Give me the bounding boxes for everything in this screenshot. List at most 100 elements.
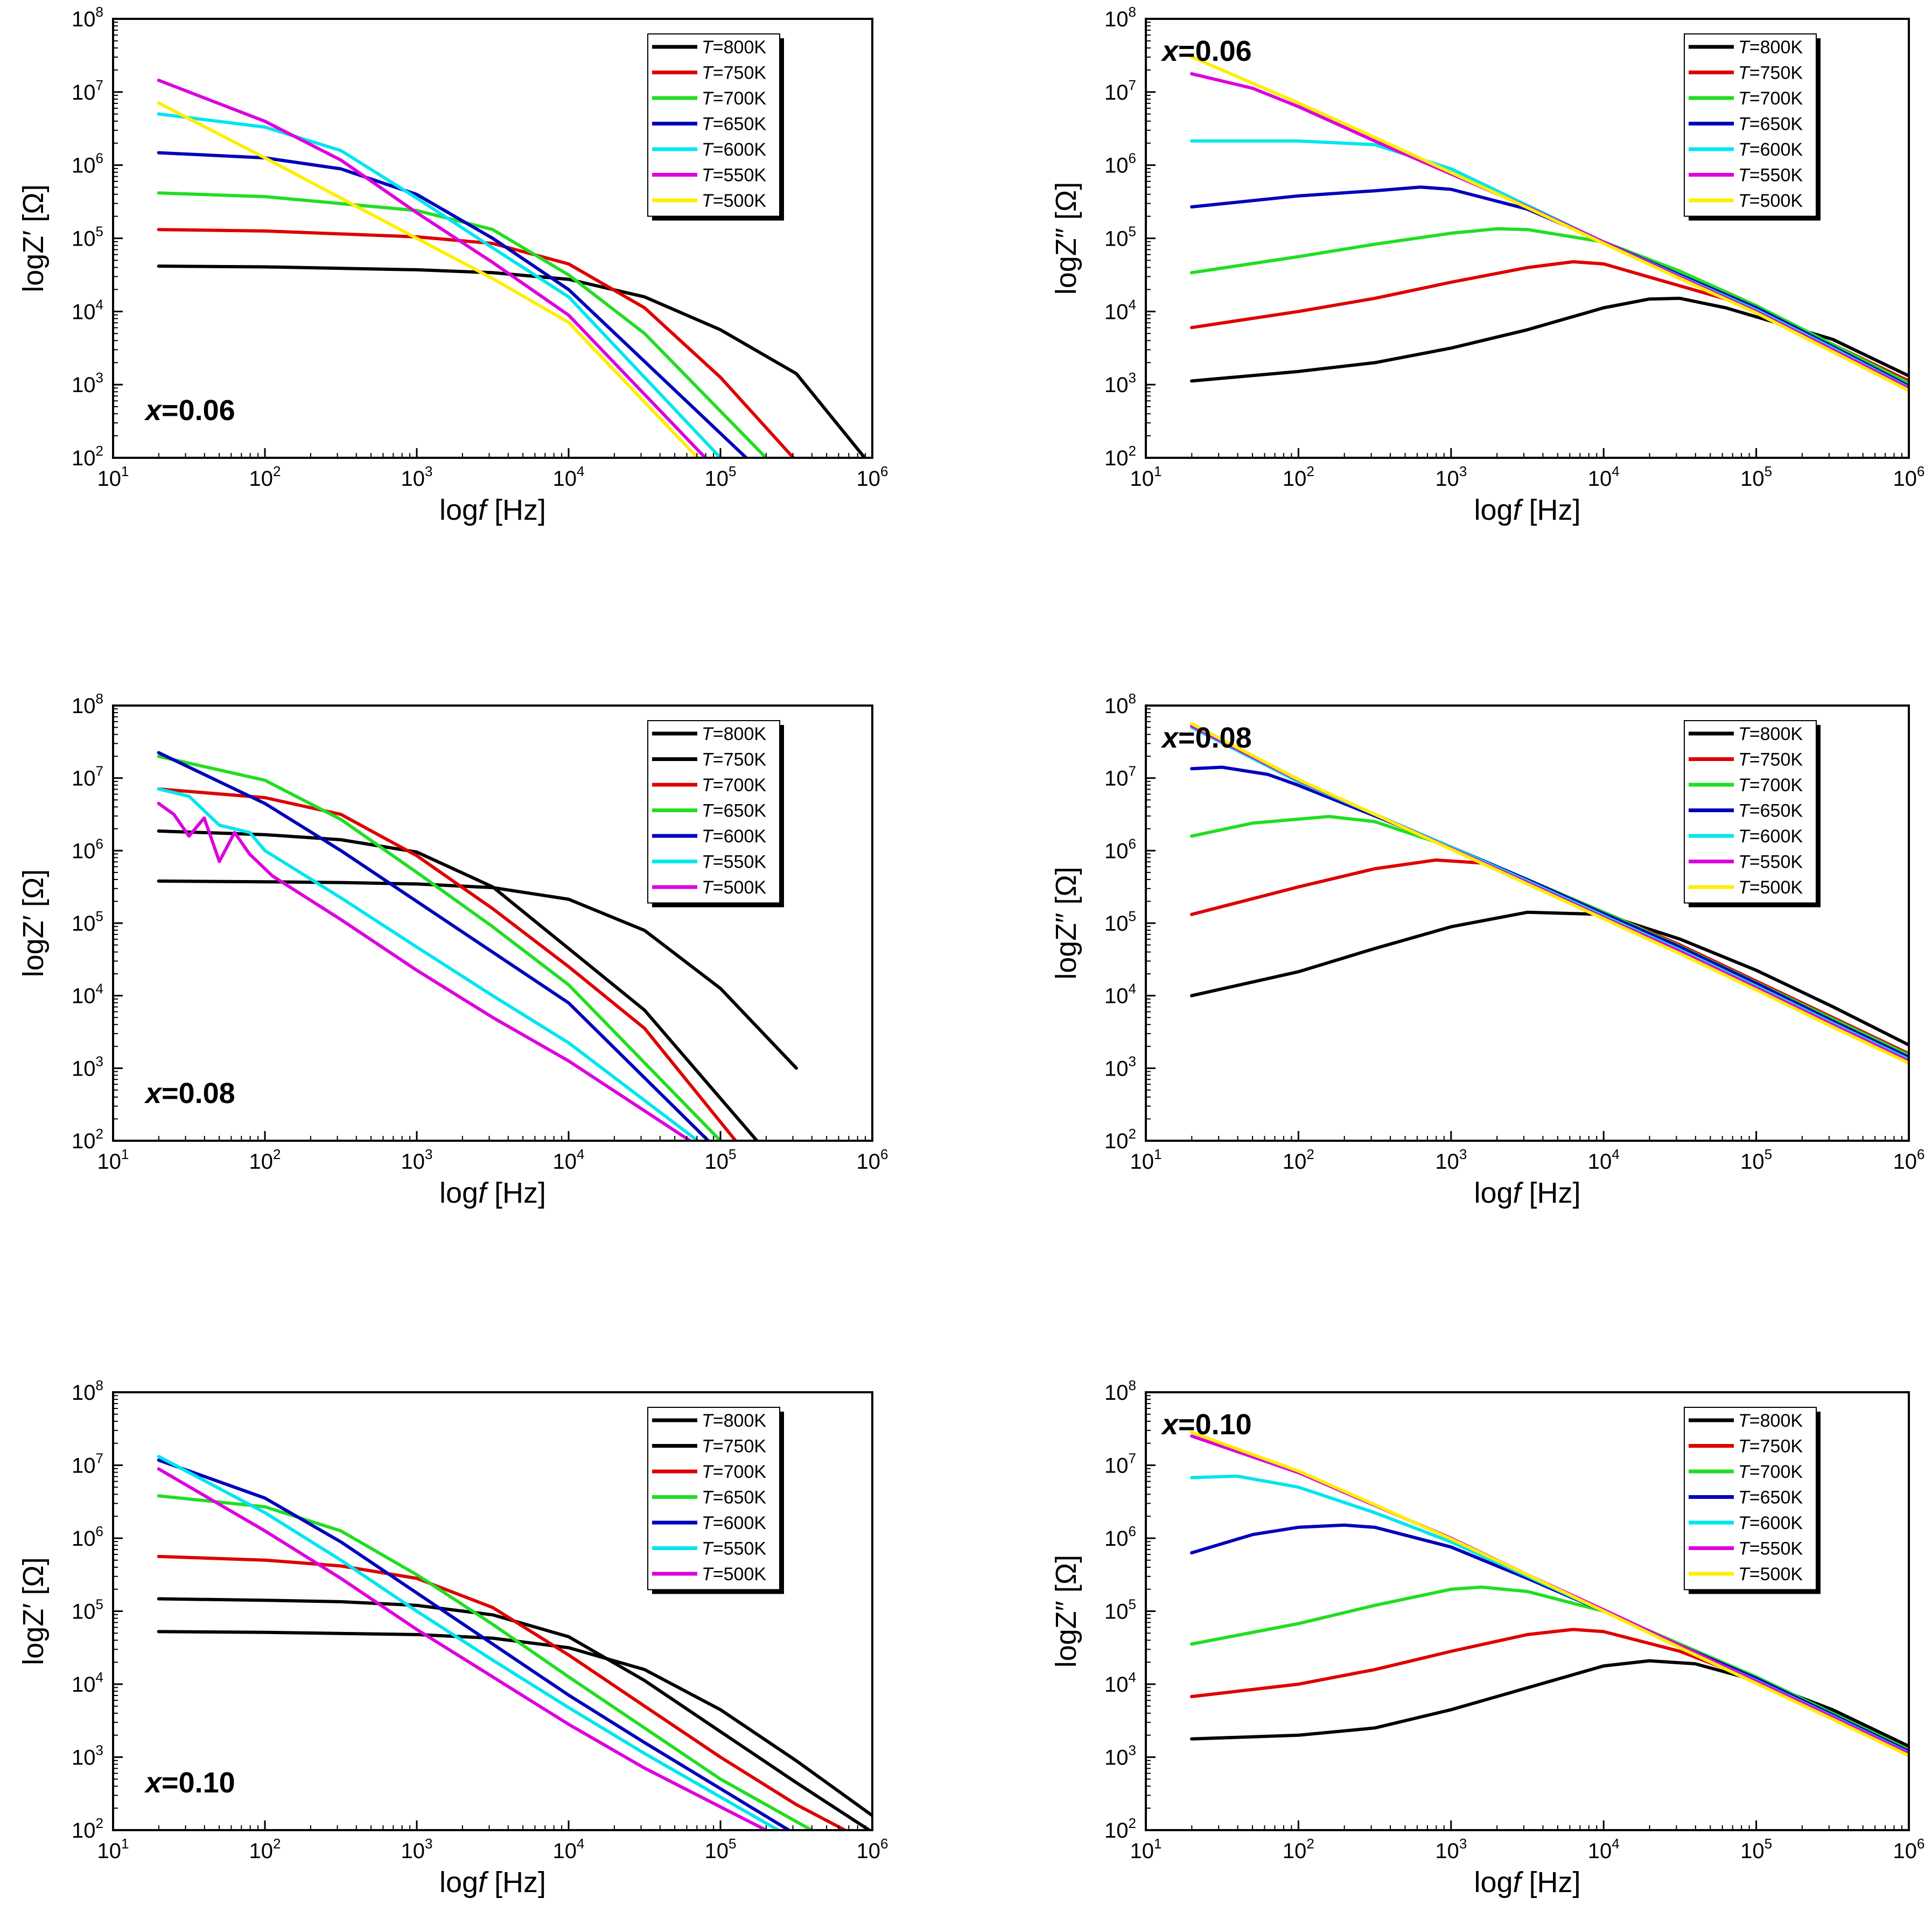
x-tick-label: 105 bbox=[1740, 463, 1772, 491]
x-tick-label: 106 bbox=[1893, 463, 1925, 491]
legend-entry: T=800K bbox=[1738, 724, 1803, 744]
y-tick-label: 104 bbox=[72, 1669, 103, 1697]
legend: T=800K T=750K T=700K T=650K T=600K T=550K T=50… bbox=[1684, 720, 1821, 908]
chart-panel-zimag-006: 101 102 103 104 105 106102103104105106107108l… bbox=[1050, 4, 1924, 526]
x-tick-label: 104 bbox=[553, 1146, 585, 1174]
x-tick-label: 101 bbox=[97, 1836, 129, 1863]
panel-label: x=0.10 bbox=[1160, 1408, 1252, 1441]
series-line-500K bbox=[157, 101, 699, 458]
legend-entry: T=750K bbox=[1738, 63, 1803, 83]
x-tick-label: 106 bbox=[857, 1146, 888, 1174]
y-tick-label: 105 bbox=[72, 908, 103, 936]
y-tick-label: 107 bbox=[72, 763, 103, 791]
x-tick-label: 103 bbox=[1435, 1146, 1467, 1174]
legend-entry: T=750K bbox=[702, 750, 766, 770]
legend-entry: T=650K bbox=[702, 114, 766, 135]
x-tick-label: 101 bbox=[97, 463, 129, 491]
y-tick-label: 108 bbox=[1104, 690, 1136, 718]
legend-entry: T=600K bbox=[1738, 139, 1803, 160]
y-axis-label: logZ′ [Ω] bbox=[17, 184, 50, 292]
x-tick-label: 102 bbox=[249, 1836, 281, 1863]
series-line-750K bbox=[157, 829, 759, 1141]
y-tick-label: 107 bbox=[1104, 77, 1136, 104]
x-tick-label: 102 bbox=[1283, 463, 1314, 491]
legend-entry: T=550K bbox=[1738, 1539, 1803, 1559]
x-tick-label: 103 bbox=[401, 1836, 433, 1863]
series-line-500K bbox=[1190, 722, 1909, 1065]
y-tick-label: 106 bbox=[1104, 1523, 1136, 1551]
legend: T=800K T=750K T=700K T=650K T=600K T=550K T=50… bbox=[1684, 1407, 1821, 1594]
legend-entry: T=700K bbox=[1738, 775, 1803, 795]
y-tick-label: 103 bbox=[1104, 1053, 1136, 1080]
legend-entry: T=700K bbox=[702, 88, 766, 109]
x-tick-label: 103 bbox=[1435, 463, 1467, 491]
series-line-750K bbox=[1190, 1628, 1909, 1751]
chart-panel-zimag-008: 101 102 103 104 105 106102103104105106107108l… bbox=[1050, 690, 1924, 1209]
y-tick-label: 102 bbox=[72, 443, 103, 470]
legend-entry: T=650K bbox=[702, 801, 766, 821]
x-axis-label: logf [Hz] bbox=[439, 494, 546, 526]
y-tick-label: 102 bbox=[72, 1815, 103, 1843]
legend-entry: T=800K bbox=[702, 37, 766, 58]
legend-entry: T=550K bbox=[702, 852, 766, 873]
y-tick-label: 102 bbox=[1104, 1126, 1136, 1153]
series-line-500K bbox=[157, 1467, 768, 1830]
x-axis-label: logf [Hz] bbox=[1474, 494, 1580, 526]
y-tick-label: 104 bbox=[72, 296, 103, 324]
legend-entry: T=550K bbox=[702, 165, 766, 186]
x-tick-label: 105 bbox=[705, 463, 737, 491]
panel-label: x=0.06 bbox=[1160, 35, 1252, 67]
x-tick-label: 104 bbox=[1588, 1836, 1620, 1863]
legend-entry: T=600K bbox=[702, 826, 766, 847]
legend-entry: T=700K bbox=[1738, 1462, 1803, 1482]
series-line-800K bbox=[1190, 296, 1909, 383]
legend-entry: T=700K bbox=[1738, 88, 1803, 109]
y-tick-label: 108 bbox=[1104, 1377, 1136, 1405]
legend-entry: T=550K bbox=[702, 1539, 766, 1559]
x-tick-label: 103 bbox=[401, 1146, 433, 1174]
x-tick-label: 105 bbox=[705, 1146, 737, 1174]
y-tick-label: 103 bbox=[72, 369, 103, 397]
y-tick-label: 105 bbox=[1104, 1596, 1136, 1624]
chart-panel-zreal-008: 101 102 103 104 105 106102103104105106107108l… bbox=[17, 690, 888, 1209]
x-axis-label: logf [Hz] bbox=[1474, 1177, 1580, 1209]
series-line-700K bbox=[1190, 227, 1909, 385]
y-tick-label: 108 bbox=[72, 4, 103, 31]
x-tick-label: 104 bbox=[1588, 463, 1620, 491]
series-line-700K bbox=[1190, 1585, 1909, 1751]
y-tick-label: 107 bbox=[72, 1450, 103, 1478]
chart-panel-zreal-006: 101 102 103 104 105 106102103104105106107108l… bbox=[17, 4, 888, 526]
legend-entry: T=750K bbox=[1738, 750, 1803, 770]
y-tick-label: 106 bbox=[72, 835, 103, 863]
series-line-800K bbox=[1190, 910, 1909, 1047]
legend-entry: T=600K bbox=[702, 1513, 766, 1533]
x-tick-label: 105 bbox=[1740, 1146, 1772, 1174]
panel-label: x=0.08 bbox=[144, 1077, 235, 1109]
series-line-650K bbox=[1190, 1523, 1909, 1753]
legend-entry: T=650K bbox=[1738, 114, 1803, 135]
y-tick-label: 104 bbox=[1104, 296, 1136, 324]
series-line-550K bbox=[157, 1455, 780, 1830]
x-tick-label: 106 bbox=[857, 463, 888, 491]
x-tick-label: 101 bbox=[1130, 1836, 1162, 1863]
y-tick-label: 104 bbox=[72, 981, 103, 1008]
y-tick-label: 102 bbox=[72, 1126, 103, 1153]
legend-entry: T=750K bbox=[702, 63, 766, 83]
series-line-600K bbox=[157, 1459, 790, 1830]
y-tick-label: 103 bbox=[1104, 369, 1136, 397]
series-group bbox=[1190, 722, 1909, 1065]
x-tick-label: 105 bbox=[1740, 1836, 1772, 1863]
series-group bbox=[157, 751, 798, 1141]
series-group bbox=[157, 79, 866, 458]
x-tick-label: 106 bbox=[857, 1836, 888, 1863]
series-line-650K bbox=[157, 755, 722, 1141]
y-tick-label: 108 bbox=[1104, 4, 1136, 31]
legend-entry: T=500K bbox=[1738, 1564, 1803, 1585]
y-axis-label: logZ″ [Ω] bbox=[1050, 867, 1082, 980]
x-tick-label: 101 bbox=[1130, 1146, 1162, 1174]
series-line-600K bbox=[157, 751, 710, 1141]
legend-entry: T=650K bbox=[1738, 801, 1803, 821]
y-tick-label: 107 bbox=[1104, 763, 1136, 791]
legend: T=800K T=750K T=700K T=650K T=600K T=550K T=50… bbox=[1684, 33, 1821, 221]
